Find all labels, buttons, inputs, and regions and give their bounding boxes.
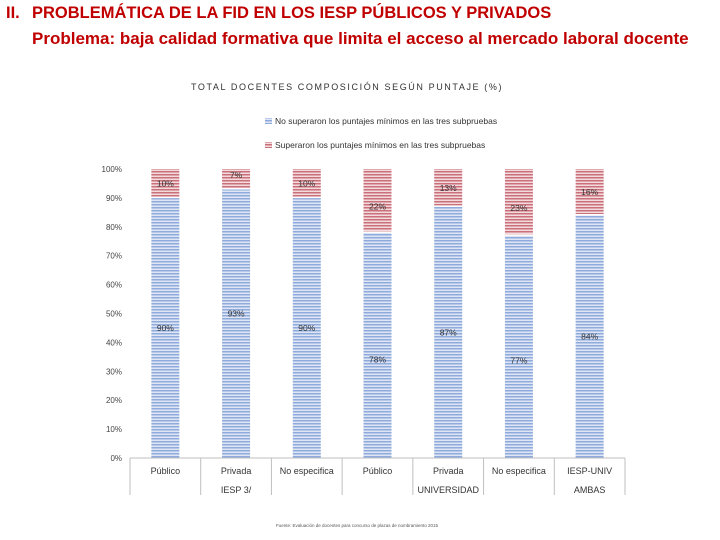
data-label-passed: 16%: [581, 187, 598, 197]
data-label-not-passed: 77%: [510, 356, 527, 366]
bar-passed: [363, 169, 392, 233]
group-label: UNIVERSIDAD: [417, 485, 479, 495]
category-label: No especifica: [492, 466, 546, 476]
source-note: Fuente: Evaluación de docentes para conc…: [276, 523, 439, 528]
legend-swatch-not-passed: [265, 118, 272, 124]
data-label-not-passed: 87%: [440, 327, 457, 337]
bar-not-passed: [504, 235, 533, 458]
bar-not-passed: [434, 206, 463, 458]
group-label: IESP 3/: [221, 485, 252, 495]
category-label: Privada: [433, 466, 464, 476]
data-label-not-passed: 93%: [228, 309, 245, 319]
y-tick-label: 0%: [110, 454, 122, 463]
bar-not-passed: [575, 215, 604, 458]
data-label-not-passed: 90%: [298, 323, 315, 333]
bar-passed: [151, 169, 180, 198]
category-label: IESP-UNIV: [567, 466, 612, 476]
x-axis: Público Privada No especifica Público Privad…: [129, 457, 626, 495]
y-tick-label: 10%: [106, 425, 122, 434]
data-label-passed: 23%: [510, 203, 527, 213]
bar-passed: [222, 169, 251, 190]
bar-not-passed: [363, 232, 392, 458]
bar-passed: [292, 169, 321, 198]
y-tick-label: 40%: [106, 338, 122, 347]
data-label-passed: 7%: [230, 170, 243, 180]
section-title: PROBLEMÁTICA DE LA FID EN LOS IESP PÚBLI…: [32, 4, 552, 22]
y-tick-label: 100%: [102, 165, 122, 174]
chart-title: TOTAL DOCENTES COMPOSICIÓN SEGÚN PUNTAJE…: [191, 82, 503, 92]
category-label: Público: [363, 466, 393, 476]
y-tick-label: 30%: [106, 367, 122, 376]
data-label-not-passed: 78%: [369, 354, 386, 364]
data-label-passed: 13%: [440, 183, 457, 193]
y-tick-label: 20%: [106, 396, 122, 405]
legend-label-not-passed: No superaron los puntajes mínimos en las…: [275, 116, 497, 126]
category-label: Privada: [221, 466, 252, 476]
bar-passed: [504, 169, 533, 236]
section-heading: II. PROBLEMÁTICA DE LA FID EN LOS IESP PÚ…: [6, 4, 551, 23]
group-label: AMBAS: [574, 485, 606, 495]
bar-passed: [575, 169, 604, 216]
y-tick-label: 80%: [106, 223, 122, 232]
data-label-passed: 10%: [298, 178, 315, 188]
y-axis: 0% 10% 20% 30% 40% 50% 60% 70% 80% 90% 100%: [102, 165, 122, 463]
y-tick-label: 50%: [106, 310, 122, 319]
data-label-passed: 22%: [369, 201, 386, 211]
data-label-not-passed: 90%: [157, 323, 174, 333]
section-number: II.: [6, 4, 20, 22]
bar-not-passed: [222, 189, 251, 459]
y-tick-label: 60%: [106, 281, 122, 290]
y-tick-label: 70%: [106, 252, 122, 261]
data-label-passed: 10%: [157, 178, 174, 188]
category-label: No especifica: [280, 466, 334, 476]
bars: 90% 10% 93% 7% 90% 10% 78% 22% 87% 13% 77% 23% 84% 16…: [151, 169, 604, 459]
category-label: Público: [151, 466, 181, 476]
data-label-not-passed: 84%: [581, 332, 598, 342]
legend: No superaron los puntajes mínimos en las…: [265, 116, 497, 150]
legend-swatch-passed: [265, 142, 272, 148]
y-tick-label: 90%: [106, 194, 122, 203]
bar-not-passed: [151, 197, 180, 458]
problem-subtitle: Problema: baja calidad formativa que lim…: [32, 29, 689, 48]
bar-passed: [434, 169, 463, 207]
bar-not-passed: [292, 197, 321, 458]
legend-label-passed: Superaron los puntajes mínimos en las tr…: [275, 140, 485, 150]
